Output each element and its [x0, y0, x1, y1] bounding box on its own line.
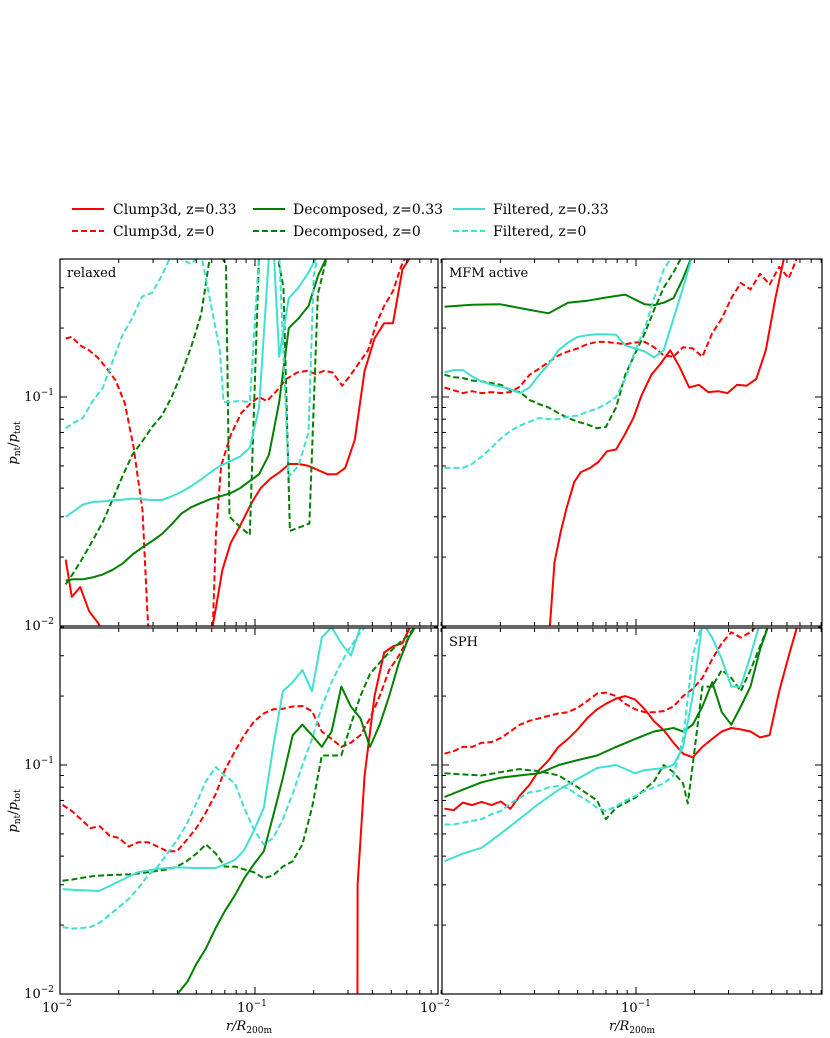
legend-label: Decomposed, z=0.33 — [293, 202, 443, 218]
legend-label: Decomposed, z=0 — [293, 224, 421, 240]
legend-entry-clump3d-z033: Clump3d, z=0.33 — [72, 202, 237, 218]
x-tick-label-left-0.1: 10−1 — [237, 999, 267, 1016]
panel-label: MFM active — [449, 266, 529, 281]
series-line-clump3d-z-0 — [444, 628, 756, 755]
legend-entry-filtered-z033: Filtered, z=0.33 — [453, 202, 609, 218]
panel-label: relaxed — [67, 266, 116, 281]
series-line-decomposed-z-0 — [62, 628, 416, 882]
legend: Clump3d, z=0.33 Clump3d, z=0 Decomposed,… — [72, 202, 609, 240]
panel-curves — [64, 259, 411, 626]
legend-entry-filtered-z0: Filtered, z=0 — [453, 224, 586, 240]
panel-frame — [441, 258, 823, 627]
series-line-clump3d-z-0-33 — [444, 628, 798, 812]
panel-frame — [441, 627, 823, 995]
legend-label: Clump3d, z=0.33 — [113, 202, 237, 218]
panel-ticks — [441, 258, 822, 627]
panel-ticks — [441, 626, 822, 995]
panel-curves — [61, 628, 416, 994]
series-line-filtered-z-0-33 — [444, 628, 760, 863]
series-line-decomposed-z-0-33 — [444, 628, 769, 798]
y-tick-label-bottom-0.01: 10−2 — [24, 985, 54, 1002]
legend-entry-decomposed-z033: Decomposed, z=0.33 — [253, 202, 443, 218]
series-line-clump3d-z-0-33 — [356, 628, 411, 994]
series-line-clump3d-z-0-33 — [64, 259, 411, 626]
panel-frame — [59, 258, 439, 627]
panel-mfm-active: MFM active — [441, 258, 823, 627]
x-axis-label-right: r/R200m — [609, 1019, 656, 1036]
series-line-clump3d-z-0 — [65, 259, 406, 626]
legend-entry-decomposed-z0: Decomposed, z=0 — [253, 224, 421, 240]
panel-label: SPH — [449, 635, 478, 650]
panel-sph: SPH — [441, 626, 823, 995]
series-line-filtered-z-0-33 — [62, 628, 362, 892]
legend-label: Filtered, z=0 — [493, 224, 586, 240]
x-tick-label-left-0.01: 10−2 — [42, 999, 72, 1016]
panel-curves — [444, 628, 798, 863]
panel-ticks — [59, 258, 442, 627]
y-tick-label-top-0.01: 10−2 — [24, 617, 54, 634]
panel-ticks — [59, 626, 442, 995]
y-axis-label-top: pnt/ptot — [6, 421, 23, 465]
x-tick-label-right-0.1: 10−1 — [621, 999, 651, 1016]
y-axis-label-bottom: pnt/ptot — [6, 789, 23, 833]
series-line-decomposed-z-0 — [444, 628, 769, 821]
series-line-filtered-z-0-33 — [444, 259, 693, 395]
x-axis-label-left: r/R200m — [226, 1019, 273, 1036]
legend-entry-clump3d-z0: Clump3d, z=0 — [72, 224, 214, 240]
series-line-clump3d-z-0-33 — [548, 259, 785, 626]
series-line-decomposed-z-0-33 — [444, 259, 692, 315]
series-line-filtered-z-0 — [444, 259, 672, 469]
panel-bottom-left — [59, 626, 442, 995]
series-line-filtered-z-0 — [444, 628, 702, 826]
series-line-clump3d-z-0 — [61, 628, 416, 853]
series-line-decomposed-z-0-33 — [65, 259, 327, 582]
series-line-filtered-z-0-33 — [65, 259, 317, 518]
y-tick-label-top-0.1: 10−1 — [24, 388, 54, 405]
panel-curves — [444, 259, 798, 626]
tick-labels: 10−1 10−2 10−1 10−2 10−2 10−1 10−2 10−1 — [24, 388, 651, 1016]
x-tick-label-right-0.01: 10−2 — [420, 999, 450, 1016]
series-line-clump3d-z-0 — [444, 259, 798, 395]
panel-relaxed: relaxed — [59, 258, 442, 627]
series-line-filtered-z-0 — [62, 628, 366, 930]
legend-label: Filtered, z=0.33 — [493, 202, 609, 218]
legend-label: Clump3d, z=0 — [113, 224, 214, 240]
y-tick-label-bottom-0.1: 10−1 — [24, 756, 54, 773]
panel-frame — [59, 627, 439, 995]
series-line-decomposed-z-0-33 — [176, 628, 416, 994]
